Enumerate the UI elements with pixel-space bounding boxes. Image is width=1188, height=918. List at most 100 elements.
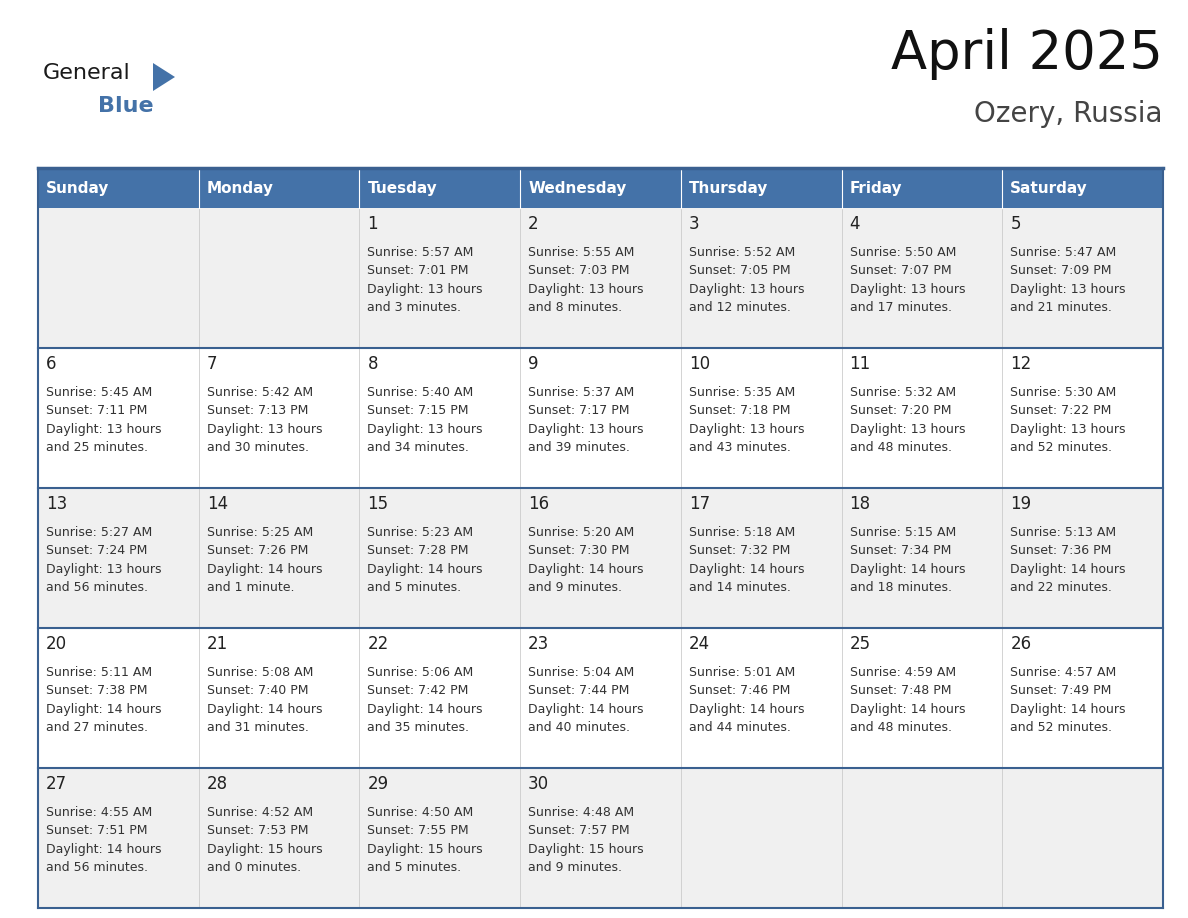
Bar xyxy=(360,348,520,488)
Bar xyxy=(360,168,520,208)
Text: Sunrise: 5:40 AM
Sunset: 7:15 PM
Daylight: 13 hours
and 34 minutes.: Sunrise: 5:40 AM Sunset: 7:15 PM Dayligh… xyxy=(367,386,484,454)
Text: 14: 14 xyxy=(207,495,228,513)
Text: April 2025: April 2025 xyxy=(891,28,1163,80)
Bar xyxy=(38,168,198,208)
Bar xyxy=(1003,208,1163,348)
Polygon shape xyxy=(153,63,175,91)
Text: Sunrise: 4:57 AM
Sunset: 7:49 PM
Daylight: 14 hours
and 52 minutes.: Sunrise: 4:57 AM Sunset: 7:49 PM Dayligh… xyxy=(1010,666,1126,734)
Bar xyxy=(38,488,198,628)
Text: Sunrise: 5:30 AM
Sunset: 7:22 PM
Daylight: 13 hours
and 52 minutes.: Sunrise: 5:30 AM Sunset: 7:22 PM Dayligh… xyxy=(1010,386,1126,454)
Bar xyxy=(681,488,841,628)
Bar xyxy=(520,348,681,488)
Text: Sunrise: 5:06 AM
Sunset: 7:42 PM
Daylight: 14 hours
and 35 minutes.: Sunrise: 5:06 AM Sunset: 7:42 PM Dayligh… xyxy=(367,666,484,734)
Text: 20: 20 xyxy=(46,635,68,653)
Bar xyxy=(198,168,360,208)
Bar xyxy=(38,628,198,768)
Text: 30: 30 xyxy=(529,775,549,793)
Bar xyxy=(198,348,360,488)
Bar xyxy=(681,768,841,908)
Text: 6: 6 xyxy=(46,355,57,373)
Bar xyxy=(681,208,841,348)
Text: Sunrise: 5:20 AM
Sunset: 7:30 PM
Daylight: 14 hours
and 9 minutes.: Sunrise: 5:20 AM Sunset: 7:30 PM Dayligh… xyxy=(529,526,644,594)
Text: Sunrise: 5:50 AM
Sunset: 7:07 PM
Daylight: 13 hours
and 17 minutes.: Sunrise: 5:50 AM Sunset: 7:07 PM Dayligh… xyxy=(849,246,965,314)
Bar xyxy=(38,208,198,348)
Text: Blue: Blue xyxy=(97,96,153,116)
Text: 18: 18 xyxy=(849,495,871,513)
Bar xyxy=(1003,488,1163,628)
Bar xyxy=(1003,768,1163,908)
Text: Thursday: Thursday xyxy=(689,181,769,196)
Bar xyxy=(198,628,360,768)
Bar xyxy=(1003,168,1163,208)
Bar xyxy=(198,488,360,628)
Bar xyxy=(841,168,1003,208)
Text: Sunrise: 5:11 AM
Sunset: 7:38 PM
Daylight: 14 hours
and 27 minutes.: Sunrise: 5:11 AM Sunset: 7:38 PM Dayligh… xyxy=(46,666,162,734)
Text: 28: 28 xyxy=(207,775,228,793)
Bar xyxy=(360,628,520,768)
Text: 8: 8 xyxy=(367,355,378,373)
Text: Sunrise: 5:25 AM
Sunset: 7:26 PM
Daylight: 14 hours
and 1 minute.: Sunrise: 5:25 AM Sunset: 7:26 PM Dayligh… xyxy=(207,526,322,594)
Bar xyxy=(360,768,520,908)
Bar xyxy=(198,208,360,348)
Bar xyxy=(841,628,1003,768)
Text: 12: 12 xyxy=(1010,355,1031,373)
Bar xyxy=(681,168,841,208)
Text: 2: 2 xyxy=(529,215,539,233)
Text: Sunrise: 5:18 AM
Sunset: 7:32 PM
Daylight: 14 hours
and 14 minutes.: Sunrise: 5:18 AM Sunset: 7:32 PM Dayligh… xyxy=(689,526,804,594)
Text: Sunrise: 5:15 AM
Sunset: 7:34 PM
Daylight: 14 hours
and 18 minutes.: Sunrise: 5:15 AM Sunset: 7:34 PM Dayligh… xyxy=(849,526,965,594)
Text: 19: 19 xyxy=(1010,495,1031,513)
Text: Sunrise: 5:32 AM
Sunset: 7:20 PM
Daylight: 13 hours
and 48 minutes.: Sunrise: 5:32 AM Sunset: 7:20 PM Dayligh… xyxy=(849,386,965,454)
Text: Sunrise: 5:47 AM
Sunset: 7:09 PM
Daylight: 13 hours
and 21 minutes.: Sunrise: 5:47 AM Sunset: 7:09 PM Dayligh… xyxy=(1010,246,1126,314)
Text: Sunrise: 5:01 AM
Sunset: 7:46 PM
Daylight: 14 hours
and 44 minutes.: Sunrise: 5:01 AM Sunset: 7:46 PM Dayligh… xyxy=(689,666,804,734)
Bar xyxy=(520,208,681,348)
Bar xyxy=(841,348,1003,488)
Text: 22: 22 xyxy=(367,635,388,653)
Bar xyxy=(681,348,841,488)
Text: Sunrise: 5:04 AM
Sunset: 7:44 PM
Daylight: 14 hours
and 40 minutes.: Sunrise: 5:04 AM Sunset: 7:44 PM Dayligh… xyxy=(529,666,644,734)
Bar xyxy=(1003,628,1163,768)
Text: 5: 5 xyxy=(1010,215,1020,233)
Text: Sunrise: 4:55 AM
Sunset: 7:51 PM
Daylight: 14 hours
and 56 minutes.: Sunrise: 4:55 AM Sunset: 7:51 PM Dayligh… xyxy=(46,806,162,874)
Bar xyxy=(520,628,681,768)
Text: General: General xyxy=(43,63,131,83)
Text: Sunrise: 4:59 AM
Sunset: 7:48 PM
Daylight: 14 hours
and 48 minutes.: Sunrise: 4:59 AM Sunset: 7:48 PM Dayligh… xyxy=(849,666,965,734)
Text: 15: 15 xyxy=(367,495,388,513)
Text: Saturday: Saturday xyxy=(1010,181,1088,196)
Text: 29: 29 xyxy=(367,775,388,793)
Text: 4: 4 xyxy=(849,215,860,233)
Bar xyxy=(520,488,681,628)
Text: Sunrise: 5:57 AM
Sunset: 7:01 PM
Daylight: 13 hours
and 3 minutes.: Sunrise: 5:57 AM Sunset: 7:01 PM Dayligh… xyxy=(367,246,484,314)
Text: 25: 25 xyxy=(849,635,871,653)
Text: Sunrise: 5:42 AM
Sunset: 7:13 PM
Daylight: 13 hours
and 30 minutes.: Sunrise: 5:42 AM Sunset: 7:13 PM Dayligh… xyxy=(207,386,322,454)
Bar xyxy=(841,208,1003,348)
Text: Sunrise: 5:35 AM
Sunset: 7:18 PM
Daylight: 13 hours
and 43 minutes.: Sunrise: 5:35 AM Sunset: 7:18 PM Dayligh… xyxy=(689,386,804,454)
Bar xyxy=(360,488,520,628)
Text: 26: 26 xyxy=(1010,635,1031,653)
Text: Sunrise: 5:52 AM
Sunset: 7:05 PM
Daylight: 13 hours
and 12 minutes.: Sunrise: 5:52 AM Sunset: 7:05 PM Dayligh… xyxy=(689,246,804,314)
Text: 21: 21 xyxy=(207,635,228,653)
Bar xyxy=(198,768,360,908)
Text: Wednesday: Wednesday xyxy=(529,181,626,196)
Text: 24: 24 xyxy=(689,635,710,653)
Text: Sunrise: 4:48 AM
Sunset: 7:57 PM
Daylight: 15 hours
and 9 minutes.: Sunrise: 4:48 AM Sunset: 7:57 PM Dayligh… xyxy=(529,806,644,874)
Text: 11: 11 xyxy=(849,355,871,373)
Text: Sunrise: 5:23 AM
Sunset: 7:28 PM
Daylight: 14 hours
and 5 minutes.: Sunrise: 5:23 AM Sunset: 7:28 PM Dayligh… xyxy=(367,526,484,594)
Text: 1: 1 xyxy=(367,215,378,233)
Bar xyxy=(360,208,520,348)
Bar xyxy=(841,488,1003,628)
Bar xyxy=(1003,348,1163,488)
Bar xyxy=(520,168,681,208)
Text: Friday: Friday xyxy=(849,181,902,196)
Text: 16: 16 xyxy=(529,495,549,513)
Text: Sunrise: 4:50 AM
Sunset: 7:55 PM
Daylight: 15 hours
and 5 minutes.: Sunrise: 4:50 AM Sunset: 7:55 PM Dayligh… xyxy=(367,806,484,874)
Text: 10: 10 xyxy=(689,355,710,373)
Text: Monday: Monday xyxy=(207,181,273,196)
Text: Sunrise: 5:08 AM
Sunset: 7:40 PM
Daylight: 14 hours
and 31 minutes.: Sunrise: 5:08 AM Sunset: 7:40 PM Dayligh… xyxy=(207,666,322,734)
Text: 17: 17 xyxy=(689,495,710,513)
Bar xyxy=(841,768,1003,908)
Text: 7: 7 xyxy=(207,355,217,373)
Text: Sunrise: 5:55 AM
Sunset: 7:03 PM
Daylight: 13 hours
and 8 minutes.: Sunrise: 5:55 AM Sunset: 7:03 PM Dayligh… xyxy=(529,246,644,314)
Text: Sunrise: 4:52 AM
Sunset: 7:53 PM
Daylight: 15 hours
and 0 minutes.: Sunrise: 4:52 AM Sunset: 7:53 PM Dayligh… xyxy=(207,806,322,874)
Text: Sunrise: 5:37 AM
Sunset: 7:17 PM
Daylight: 13 hours
and 39 minutes.: Sunrise: 5:37 AM Sunset: 7:17 PM Dayligh… xyxy=(529,386,644,454)
Text: Sunrise: 5:45 AM
Sunset: 7:11 PM
Daylight: 13 hours
and 25 minutes.: Sunrise: 5:45 AM Sunset: 7:11 PM Dayligh… xyxy=(46,386,162,454)
